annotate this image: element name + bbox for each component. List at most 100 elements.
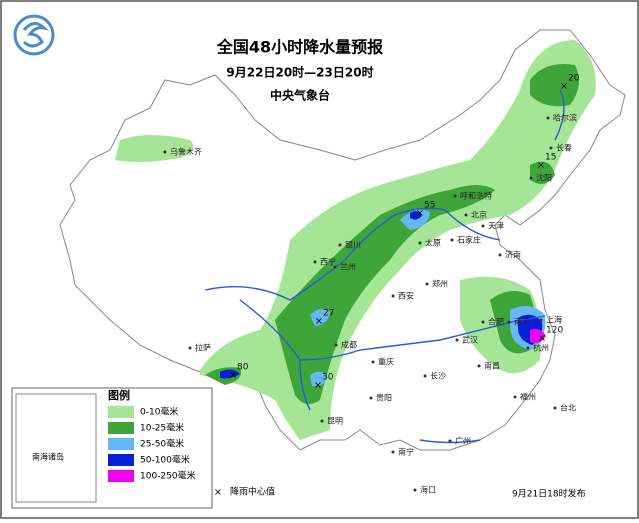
city-label: 合肥	[488, 317, 504, 327]
legend-label: 25-50毫米	[140, 438, 184, 450]
rain-center-marker: ×	[229, 370, 237, 381]
city-dot	[313, 260, 317, 264]
city-dot	[371, 360, 375, 364]
city-dot	[553, 406, 557, 410]
city-dot	[498, 253, 502, 257]
agency: 中央气象台	[270, 88, 330, 103]
city-dot	[481, 320, 485, 324]
legend-swatch	[108, 438, 134, 450]
city-dot	[529, 176, 533, 180]
city-dot	[464, 213, 468, 217]
city-label: 台北	[560, 403, 576, 413]
city-label: 哈尔滨	[553, 113, 577, 123]
city-label: 拉萨	[195, 343, 211, 353]
rain-center-marker: ×	[314, 380, 322, 391]
rain-center-marker: ×	[560, 81, 568, 92]
city-dot	[391, 294, 395, 298]
city-label: 天津	[488, 221, 504, 231]
legend-label: 0-10毫米	[140, 406, 178, 418]
period: 9月22日20时—23日20时	[226, 65, 373, 80]
city-label: 贵阳	[376, 393, 392, 403]
legend-swatch	[108, 422, 134, 434]
city-dot	[455, 338, 459, 342]
legend-center-label: 降雨中心值	[230, 486, 275, 498]
city-dot	[448, 439, 452, 443]
legend-title: 图例	[108, 388, 130, 402]
legend-swatch	[108, 454, 134, 466]
city-label: 南昌	[484, 361, 500, 371]
city-label: 昆明	[327, 417, 343, 426]
city-label: 北京	[471, 210, 487, 220]
city-label: 长沙	[430, 371, 446, 381]
city-label: 重庆	[378, 357, 394, 367]
city-label: 沈阳	[536, 173, 552, 183]
rain-center-value: 15	[545, 153, 556, 163]
city-dot	[391, 450, 395, 454]
legend-label: 10-25毫米	[140, 422, 184, 434]
rain-center-value: 120	[546, 326, 563, 336]
city-dot	[163, 150, 167, 154]
title: 全国48小时降水量预报	[216, 38, 383, 57]
city-label: 西安	[398, 291, 414, 301]
city-label: 郑州	[432, 279, 448, 289]
legend-swatch	[108, 470, 134, 482]
city-label: 呼和浩特	[460, 191, 492, 201]
city-dot	[369, 396, 373, 400]
rain-center-marker: ×	[537, 160, 545, 171]
city-dot	[413, 488, 417, 492]
city-label: 太原	[425, 238, 441, 248]
rain-center-marker: ×	[538, 333, 546, 344]
city-label: 兰州	[340, 262, 356, 272]
city-dot	[513, 395, 517, 399]
city-dot	[338, 243, 342, 247]
rain-center-value: 80	[237, 363, 249, 373]
rain-center-marker: ×	[416, 208, 424, 219]
city-label: 杭州	[533, 343, 549, 353]
rain-center-marker: ×	[315, 316, 323, 327]
city-dot	[320, 419, 324, 423]
rain-centers: ×20×15×55×27×80×30×120	[229, 74, 580, 392]
city-label: 海口	[420, 485, 436, 495]
city-label: 上海	[546, 315, 562, 325]
city-dot	[418, 241, 422, 245]
city-dot	[549, 146, 553, 150]
city-label: 南宁	[398, 447, 414, 457]
rain-center-value: 30	[322, 373, 334, 383]
city-label: 西宁	[320, 257, 336, 267]
legend-label: 100-250毫米	[140, 470, 196, 482]
city-dot	[425, 282, 429, 286]
city-dot	[546, 116, 550, 120]
city-dot	[481, 224, 485, 228]
legend-swatch	[108, 406, 134, 418]
city-label: 成都	[341, 340, 357, 350]
city-dot	[539, 318, 543, 322]
city-label: 银川	[345, 240, 361, 250]
city-dot	[333, 265, 337, 269]
city-label: 石家庄	[457, 235, 481, 245]
city-label: 武汉	[462, 335, 478, 345]
city-label: 南京	[514, 317, 530, 327]
city-label: 济南	[505, 250, 521, 260]
city-dot	[334, 343, 338, 347]
city-dot	[477, 364, 481, 368]
city-label: 福州	[520, 393, 536, 402]
city-dot	[423, 374, 427, 378]
inset-box	[15, 393, 97, 503]
city-dot	[507, 320, 511, 324]
rain-center-value: 27	[323, 309, 334, 319]
city-dot	[188, 346, 192, 350]
city-label: 乌鲁木齐	[170, 147, 202, 157]
inset-label: 南海诸岛	[32, 452, 64, 462]
city-dot	[526, 346, 530, 350]
city-label: 长春	[556, 143, 572, 153]
logo	[13, 14, 55, 56]
footer: 9月21日18时发布	[512, 488, 586, 500]
city-dot	[450, 238, 454, 242]
legend-center-marker: ×	[214, 487, 222, 498]
city-label: 广州	[455, 436, 471, 446]
legend-label: 50-100毫米	[140, 454, 190, 466]
legend: 0-10毫米 10-25毫米 25-50毫米 50-100毫米 100-250毫米 × 降雨…	[108, 406, 275, 498]
city-dot	[453, 194, 457, 198]
